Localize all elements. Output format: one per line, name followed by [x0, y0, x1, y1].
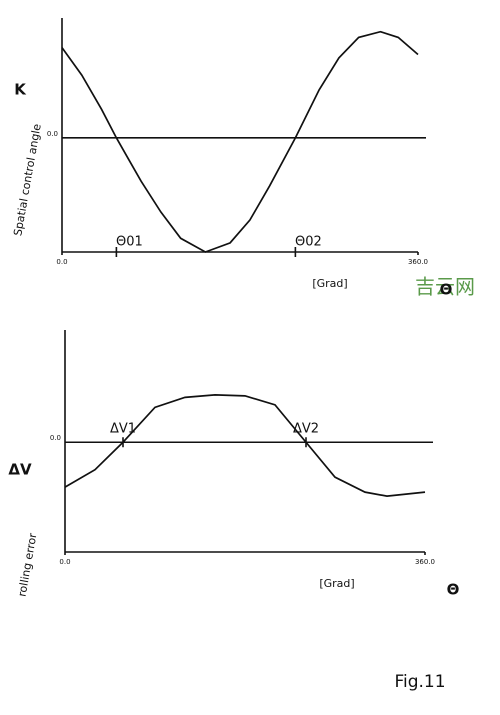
axis-symbol: ΔV: [8, 461, 32, 479]
x-unit: [Grad]: [319, 577, 354, 590]
x-tick-label: 360.0: [415, 558, 435, 566]
watermark: 吉云网: [415, 275, 475, 299]
data-line: [64, 394, 426, 497]
x-tick-label: 0.0: [59, 558, 70, 566]
x-axis-label: Θ: [440, 281, 453, 299]
x-tick-label: 0.0: [56, 258, 67, 266]
y-tick-label: 0.0: [50, 434, 61, 442]
x-axis-label: Θ: [447, 581, 460, 599]
figure-label: Fig.11: [394, 672, 445, 692]
y-tick-label: 0.0: [47, 130, 58, 138]
annotation: Θ02: [295, 235, 322, 250]
x-unit: [Grad]: [312, 277, 347, 290]
axis-symbol: K: [14, 81, 27, 99]
annotation: Θ01: [116, 235, 143, 250]
data-line: [61, 30, 419, 253]
x-tick-label: 360.0: [408, 258, 428, 266]
y-axis-label: rolling error: [16, 532, 40, 598]
annotation: ΔV2: [293, 422, 319, 437]
y-axis-label: Spatial control angle: [11, 123, 44, 237]
annotation: ΔV1: [110, 422, 136, 437]
